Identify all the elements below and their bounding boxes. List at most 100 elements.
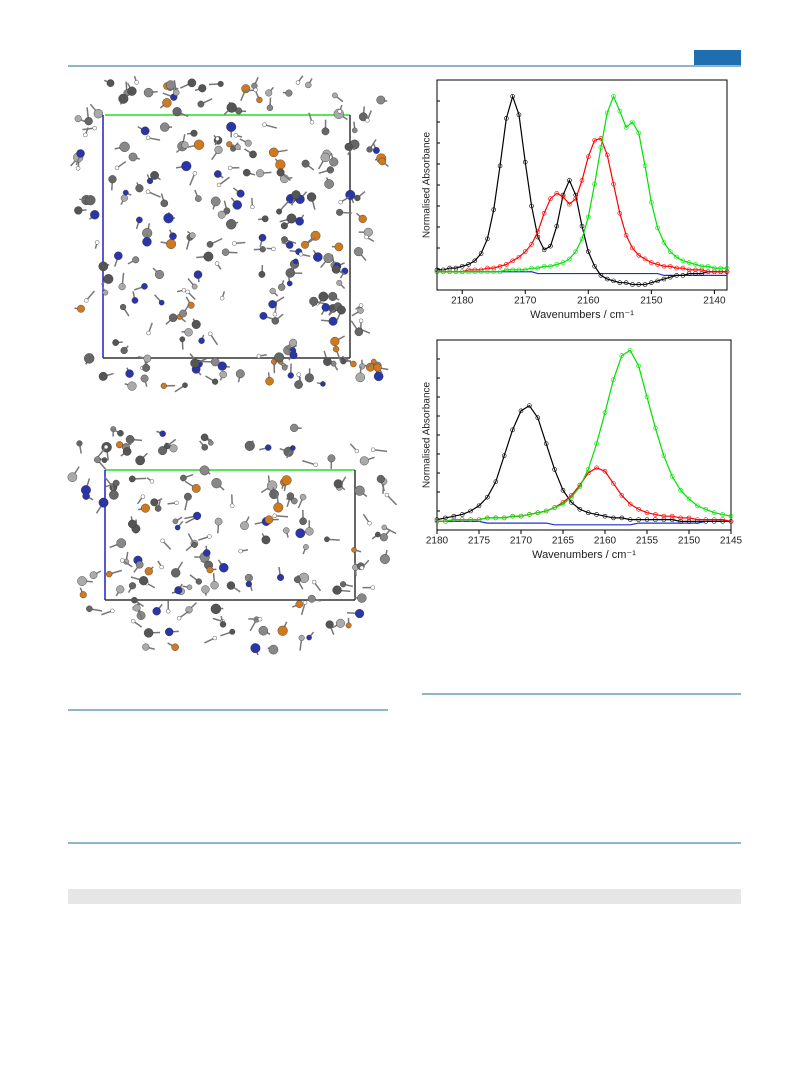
atom — [244, 139, 252, 147]
atom — [269, 287, 276, 295]
data-point — [711, 517, 717, 522]
atom — [152, 607, 161, 616]
atom — [210, 196, 221, 207]
data-point — [604, 152, 610, 158]
atom — [145, 135, 151, 141]
atom — [345, 622, 352, 629]
atom — [67, 472, 78, 483]
atom — [245, 580, 252, 588]
atom — [190, 358, 200, 368]
atom — [226, 102, 237, 113]
y-axis-label: Normalised Absorbance — [422, 131, 433, 238]
atom — [215, 136, 220, 141]
data-point — [491, 269, 497, 275]
atom — [226, 121, 237, 132]
atom — [203, 549, 211, 557]
data-point — [443, 519, 448, 524]
atom — [160, 382, 167, 389]
data-point — [712, 269, 717, 275]
atom — [208, 440, 214, 446]
atom — [304, 373, 314, 383]
atom — [278, 283, 286, 291]
data-point — [459, 263, 465, 269]
data-point — [627, 517, 633, 522]
atom — [180, 474, 187, 482]
data-point — [569, 500, 574, 505]
data-point — [699, 271, 705, 276]
data-point — [619, 493, 625, 498]
bond — [302, 459, 316, 466]
atom — [130, 618, 136, 624]
atom — [219, 370, 227, 379]
data-point — [560, 501, 566, 507]
atom — [140, 126, 150, 136]
data-point — [623, 232, 629, 238]
data-point — [728, 513, 734, 519]
atom — [206, 566, 214, 574]
data-point — [529, 203, 534, 209]
atom — [144, 567, 153, 576]
atom — [219, 295, 225, 301]
atom — [192, 171, 198, 176]
atom — [112, 339, 120, 346]
atom — [185, 289, 190, 295]
data-point — [560, 194, 566, 200]
data-point — [655, 225, 660, 231]
atom — [355, 608, 365, 619]
atom — [76, 440, 83, 447]
data-point — [724, 265, 730, 271]
atom — [191, 541, 198, 548]
atom — [366, 146, 373, 153]
atom — [375, 531, 381, 538]
data-point — [678, 487, 683, 493]
atom — [219, 621, 227, 628]
data-point — [674, 265, 679, 271]
data-point — [535, 265, 541, 271]
atom — [242, 168, 251, 177]
atom — [74, 115, 82, 123]
data-point — [476, 503, 482, 509]
atom — [214, 170, 222, 178]
atom — [352, 127, 358, 134]
atom — [301, 240, 309, 249]
atom — [203, 251, 214, 262]
atom — [321, 127, 330, 136]
atom — [84, 298, 89, 303]
atom — [272, 312, 278, 317]
atom — [181, 287, 187, 293]
atom — [229, 628, 236, 635]
data-point — [527, 403, 532, 408]
x-tick-label: 2140 — [703, 296, 726, 307]
atom — [131, 297, 139, 304]
data-point — [705, 269, 711, 275]
atom — [98, 497, 109, 508]
atom — [159, 564, 164, 570]
y-axis-label: Normalised Absorbance — [422, 381, 433, 488]
atom — [79, 591, 87, 599]
data-point — [594, 512, 599, 517]
atom — [169, 444, 178, 453]
atom — [217, 361, 227, 371]
atom — [128, 519, 137, 529]
atom — [166, 609, 171, 614]
atom — [217, 210, 226, 219]
data-point — [642, 282, 648, 287]
data-point — [491, 207, 497, 212]
atom — [378, 157, 387, 166]
atom — [358, 112, 368, 122]
atom — [265, 444, 272, 451]
atom — [249, 150, 257, 159]
data-point — [661, 517, 667, 522]
data-point — [493, 479, 499, 484]
data-point — [653, 425, 658, 431]
data-point — [510, 258, 515, 264]
atom — [281, 475, 292, 486]
atom — [280, 222, 288, 230]
atom — [193, 139, 205, 150]
atom — [174, 586, 183, 595]
atom — [275, 159, 286, 170]
atom — [212, 635, 218, 641]
data-point — [522, 249, 528, 254]
atom — [160, 122, 170, 132]
atom — [357, 307, 364, 314]
